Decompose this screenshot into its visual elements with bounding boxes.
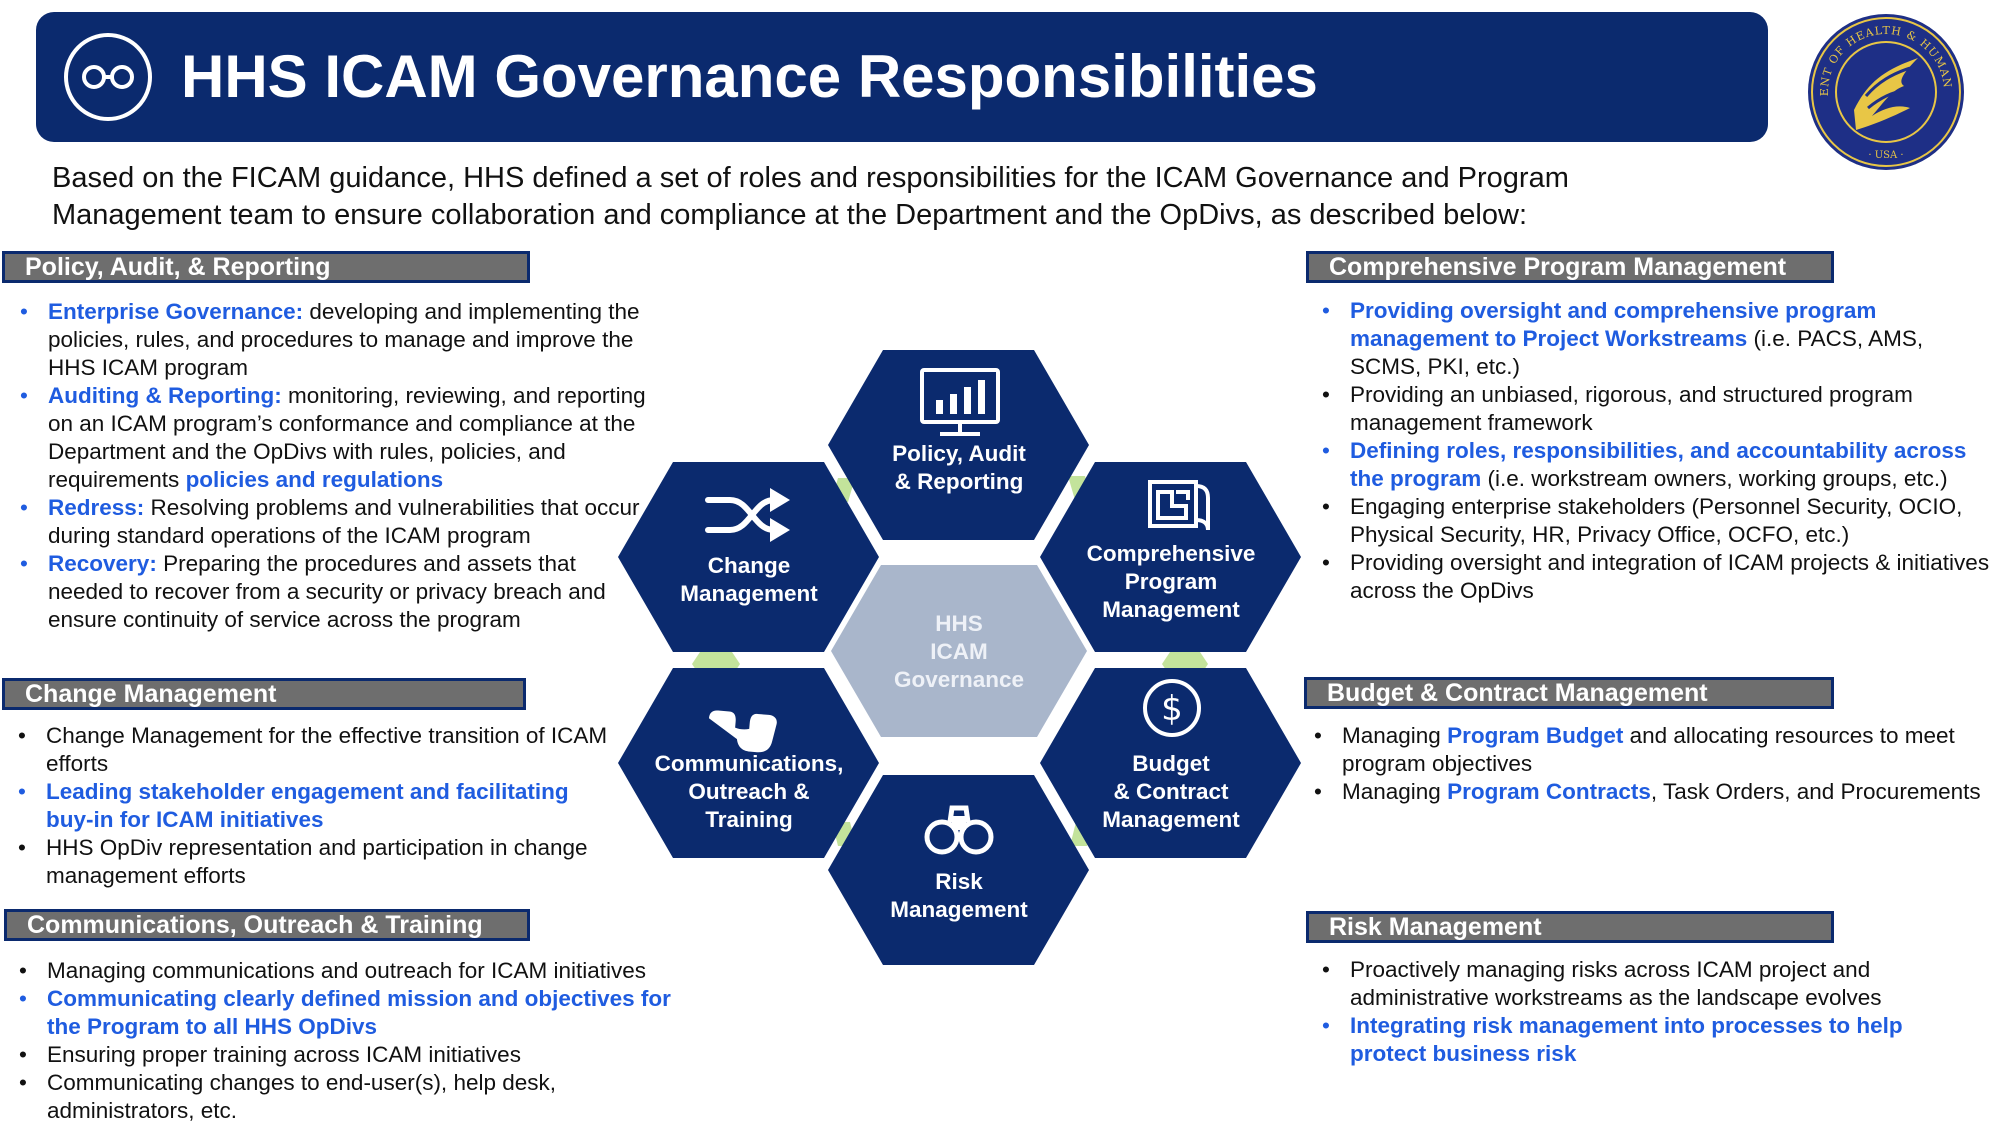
bullet-term: Auditing & Reporting: — [48, 383, 282, 408]
bullet-highlight: Program Contracts — [1447, 779, 1651, 804]
hex-label-budget: Budget & Contract Management — [1061, 750, 1281, 834]
bullet-text: Managing — [1342, 723, 1448, 748]
bullet-term: Enterprise Governance: — [48, 299, 304, 324]
hex-label-comms-line1: Communications, — [654, 751, 844, 776]
hex-label-policy-line1: Policy, Audit — [892, 441, 1026, 466]
section-header-comms: Communications, Outreach & Training — [4, 909, 530, 941]
hex-label-center-line1: HHS — [935, 611, 983, 636]
hex-label-center: HHS ICAM Governance — [849, 610, 1069, 694]
list-item: Engaging enterprise stakeholders (Person… — [1320, 493, 2000, 549]
list-item: Integrating risk management into process… — [1320, 1012, 1960, 1068]
section-header-risk: Risk Management — [1306, 911, 1834, 943]
policy-bullet-list: Enterprise Governance: developing and im… — [18, 298, 646, 634]
intro-paragraph: Based on the FICAM guidance, HHS defined… — [52, 162, 1569, 231]
list-item: Managing Program Budget and allocating r… — [1312, 722, 1992, 778]
hex-label-center-line2: ICAM — [930, 639, 988, 664]
section-header-policy: Policy, Audit, & Reporting — [2, 251, 530, 283]
binoculars-icon — [924, 805, 994, 855]
bullet-text: (i.e. workstream owners, working groups,… — [1481, 466, 1948, 491]
bullet-highlight: Defining roles, responsibilities, and ac… — [1350, 438, 1967, 491]
bullet-text: Preparing the procedures and assets that… — [48, 551, 606, 632]
bullet-text: monitoring, reviewing, and reporting on … — [48, 383, 646, 492]
bullet-highlight: Integrating risk management into process… — [1350, 1013, 1903, 1066]
hex-label-budget-line1: Budget — [1132, 751, 1210, 776]
hex-label-risk: Risk Management — [849, 868, 1069, 924]
list-item: Redress: Resolving problems and vulnerab… — [18, 494, 646, 550]
bullet-term: Recovery: — [48, 551, 157, 576]
connector-right — [1162, 652, 1208, 676]
page-title: HHS ICAM Governance Responsibilities — [181, 43, 1318, 110]
hex-label-center-line3: Governance — [893, 667, 1025, 692]
hex-label-comms: Communications, Outreach & Training — [639, 750, 859, 834]
hex-label-policy-line2: & Reporting — [894, 469, 1024, 494]
hex-label-program: Comprehensive Program Management — [1061, 540, 1281, 624]
bullet-text: and allocating resources to meet program… — [1342, 723, 1955, 776]
svg-text:· USA ·: · USA · — [1868, 150, 1903, 161]
section-header-program: Comprehensive Program Management — [1306, 251, 1834, 283]
list-item: Leading stakeholder engagement and facil… — [16, 778, 616, 834]
bullet-highlight: policies and regulations — [185, 467, 444, 492]
bullet-text: developing and implementing the policies… — [48, 299, 640, 380]
bullet-text: Resolving problems and vulnerabilities t… — [48, 495, 640, 548]
list-item: Enterprise Governance: developing and im… — [18, 298, 646, 382]
list-item: Managing Program Contracts, Task Orders,… — [1312, 778, 1992, 806]
hex-label-program-line3: Management — [1102, 597, 1240, 622]
bullet-highlight: Leading stakeholder engagement and facil… — [46, 779, 569, 832]
hex-label-budget-line3: Management — [1102, 807, 1240, 832]
bullet-highlight: Program Budget — [1447, 723, 1624, 748]
svg-text:$: $ — [1161, 689, 1183, 729]
hex-label-comms-line2: Outreach & — [688, 779, 810, 804]
connector-top-right — [1068, 476, 1092, 500]
program-bullet-list: Providing oversight and comprehensive pr… — [1320, 297, 2000, 605]
dollar-icon: $ — [1143, 679, 1201, 737]
hex-label-budget-line2: & Contract — [1113, 779, 1229, 804]
list-item: Ensuring proper training across ICAM ini… — [17, 1041, 707, 1069]
bullet-term: Redress: — [48, 495, 145, 520]
hex-label-program-line2: Program — [1124, 569, 1218, 594]
title-banner: HHS ICAM Governance Responsibilities — [36, 12, 1768, 142]
blueprint-icon — [1148, 480, 1210, 531]
hex-label-program-line1: Comprehensive — [1086, 541, 1256, 566]
bullet-text: Managing — [1342, 779, 1448, 804]
bullet-text: (i.e. PACS, AMS, SCMS, PKI, etc.) — [1350, 326, 1924, 379]
shuffle-icon — [705, 488, 790, 542]
list-item: Providing an unbiased, rigorous, and str… — [1320, 381, 2000, 437]
hhs-seal-logo: DEPARTMENT OF HEALTH & HUMAN SERVICES · … — [1800, 2, 1966, 172]
budget-bullet-list: Managing Program Budget and allocating r… — [1312, 722, 1992, 806]
hex-label-change-line1: Change — [707, 553, 791, 578]
hex-label-change-line2: Management — [680, 581, 818, 606]
bullet-text: , Task Orders, and Procurements — [1650, 779, 1981, 804]
hex-label-policy: Policy, Audit & Reporting — [849, 440, 1069, 496]
risk-bullet-list: Proactively managing risks across ICAM p… — [1320, 956, 1960, 1068]
bullet-highlight: Communicating clearly defined mission an… — [47, 986, 671, 1039]
list-item: Communicating changes to end-user(s), he… — [17, 1069, 707, 1125]
list-item: Providing oversight and comprehensive pr… — [1320, 297, 2000, 381]
hex-label-risk-line1: Risk — [935, 869, 983, 894]
list-item: Recovery: Preparing the procedures and a… — [18, 550, 646, 634]
hex-label-comms-line3: Training — [705, 807, 793, 832]
hex-label-risk-line2: Management — [890, 897, 1028, 922]
list-item: Change Management for the effective tran… — [16, 722, 616, 778]
section-header-budget: Budget & Contract Management — [1304, 677, 1834, 709]
list-item: Auditing & Reporting: monitoring, review… — [18, 382, 646, 494]
comms-bullet-list: Managing communications and outreach for… — [17, 957, 707, 1125]
glasses-icon — [64, 33, 152, 121]
list-item: Proactively managing risks across ICAM p… — [1320, 956, 1960, 1012]
connector-left — [692, 652, 740, 676]
list-item: Communicating clearly defined mission an… — [17, 985, 707, 1041]
bullet-highlight: Providing oversight and comprehensive pr… — [1350, 298, 1877, 351]
change-bullet-list: Change Management for the effective tran… — [16, 722, 616, 890]
list-item: HHS OpDiv representation and participati… — [16, 834, 616, 890]
list-item: Providing oversight and integration of I… — [1320, 549, 2000, 605]
hex-label-change: Change Management — [639, 552, 859, 608]
section-header-change: Change Management — [2, 678, 526, 710]
list-item: Managing communications and outreach for… — [17, 957, 707, 985]
list-item: Defining roles, responsibilities, and ac… — [1320, 437, 2000, 493]
monitor-chart-icon — [920, 368, 1000, 436]
